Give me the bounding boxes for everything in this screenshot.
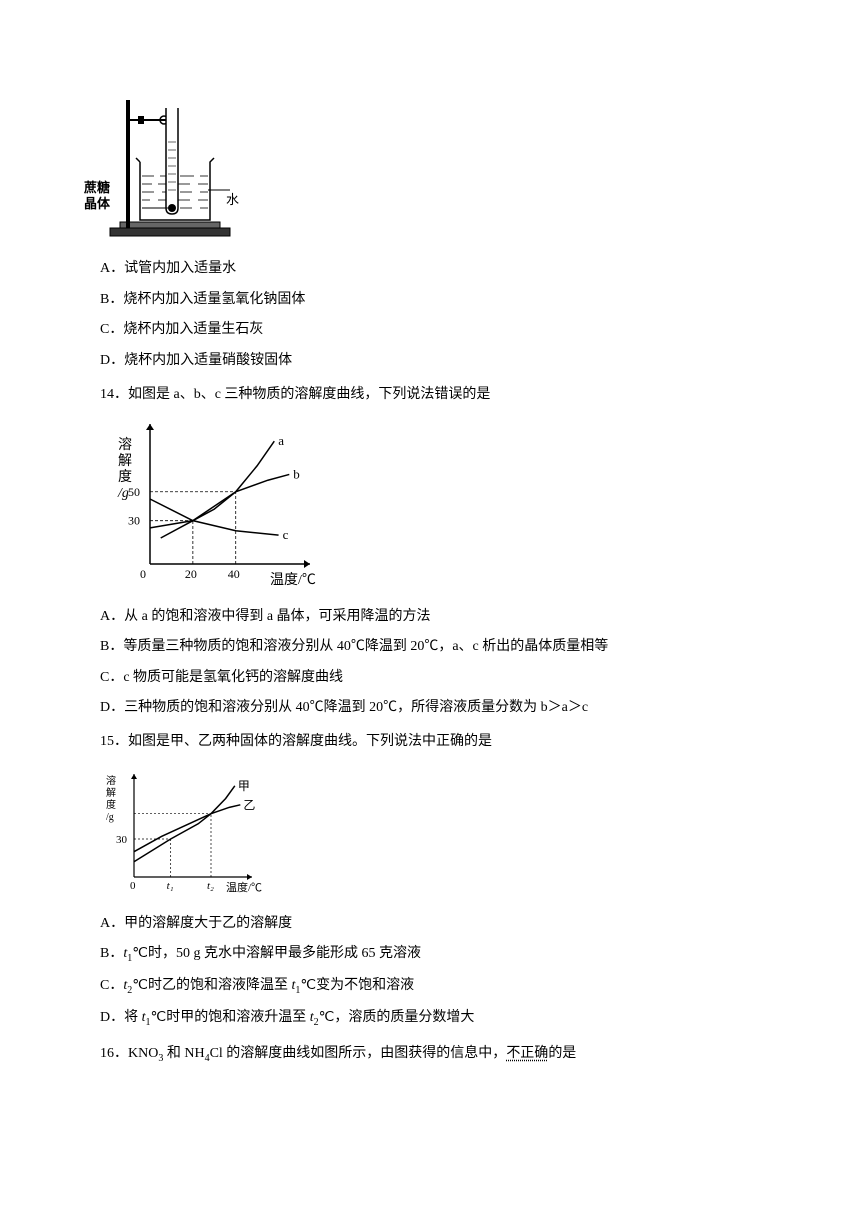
q14-chart: 溶解度/g温度/℃020403050abc [100, 414, 780, 597]
svg-text:溶: 溶 [106, 774, 116, 787]
svg-text:30: 30 [128, 514, 140, 528]
q15-option-c: C．t2℃时乙的饱和溶液降温至 t1℃变为不饱和溶液 [100, 975, 780, 999]
q16-prompt: 16．KNO3 和 NH4Cl 的溶解度曲线如图所示，由图获得的信息中，不正确的… [100, 1043, 780, 1067]
svg-text:度: 度 [106, 798, 116, 811]
svg-text:30: 30 [116, 834, 128, 846]
svg-text:溶: 溶 [118, 437, 132, 453]
svg-text:度: 度 [118, 469, 132, 485]
q13-option-d: D．烧杯内加入适量硝酸铵固体 [100, 350, 780, 372]
q15-option-a: A．甲的溶解度大于乙的溶解度 [100, 913, 780, 935]
svg-text:0: 0 [140, 567, 146, 581]
q14-option-d: D．三种物质的饱和溶液分别从 40℃降温到 20℃，所得溶液质量分数为 b＞a＞… [100, 697, 780, 719]
svg-text:甲: 甲 [238, 778, 250, 792]
svg-text:温度/℃: 温度/℃ [226, 880, 262, 894]
label-water: 水 [226, 190, 239, 211]
q14-option-a: A．从 a 的饱和溶液中得到 a 晶体，可采用降温的方法 [100, 606, 780, 628]
q15-option-b: B．t1℃时，50 g 克水中溶解甲最多能形成 65 克溶液 [100, 943, 780, 967]
q15-option-d: D．将 t1℃时甲的饱和溶液升温至 t2℃，溶质的质量分数增大 [100, 1007, 780, 1031]
q13-option-b: B．烧杯内加入适量氢氧化钠固体 [100, 289, 780, 311]
svg-text:a: a [278, 434, 284, 449]
label-crystal: 晶体 [84, 194, 110, 215]
svg-text:b: b [293, 467, 300, 482]
q13-option-a: A．试管内加入适量水 [100, 258, 780, 280]
svg-text:40: 40 [228, 567, 240, 581]
svg-text:20: 20 [185, 567, 197, 581]
svg-text:乙: 乙 [243, 797, 255, 811]
q15-chart: 溶解度/g 温度/℃ 0 t₁ t₂ 30 甲乙 [100, 762, 780, 905]
q13-option-c: C．烧杯内加入适量生石灰 [100, 319, 780, 341]
q14-option-c: C．c 物质可能是氢氧化钙的溶解度曲线 [100, 667, 780, 689]
svg-text:0: 0 [130, 880, 136, 892]
q14-prompt: 14．如图是 a、b、c 三种物质的溶解度曲线，下列说法错误的是 [100, 384, 780, 406]
svg-text:50: 50 [128, 485, 140, 499]
svg-text:c: c [283, 527, 289, 542]
q14-option-b: B．等质量三种物质的饱和溶液分别从 40℃降温到 20℃，a、c 析出的晶体质量… [100, 636, 780, 658]
svg-text:/g: /g [106, 812, 114, 823]
svg-text:t₁: t₁ [167, 880, 174, 892]
apparatus-figure: 蔗糖 晶体 水 [90, 80, 780, 248]
svg-text:解: 解 [118, 453, 132, 469]
svg-text:温度/℃: 温度/℃ [270, 572, 316, 588]
q15-prompt: 15．如图是甲、乙两种固体的溶解度曲线。下列说法中正确的是 [100, 731, 780, 753]
svg-text:t₂: t₂ [207, 880, 214, 892]
svg-text:解: 解 [106, 786, 116, 799]
